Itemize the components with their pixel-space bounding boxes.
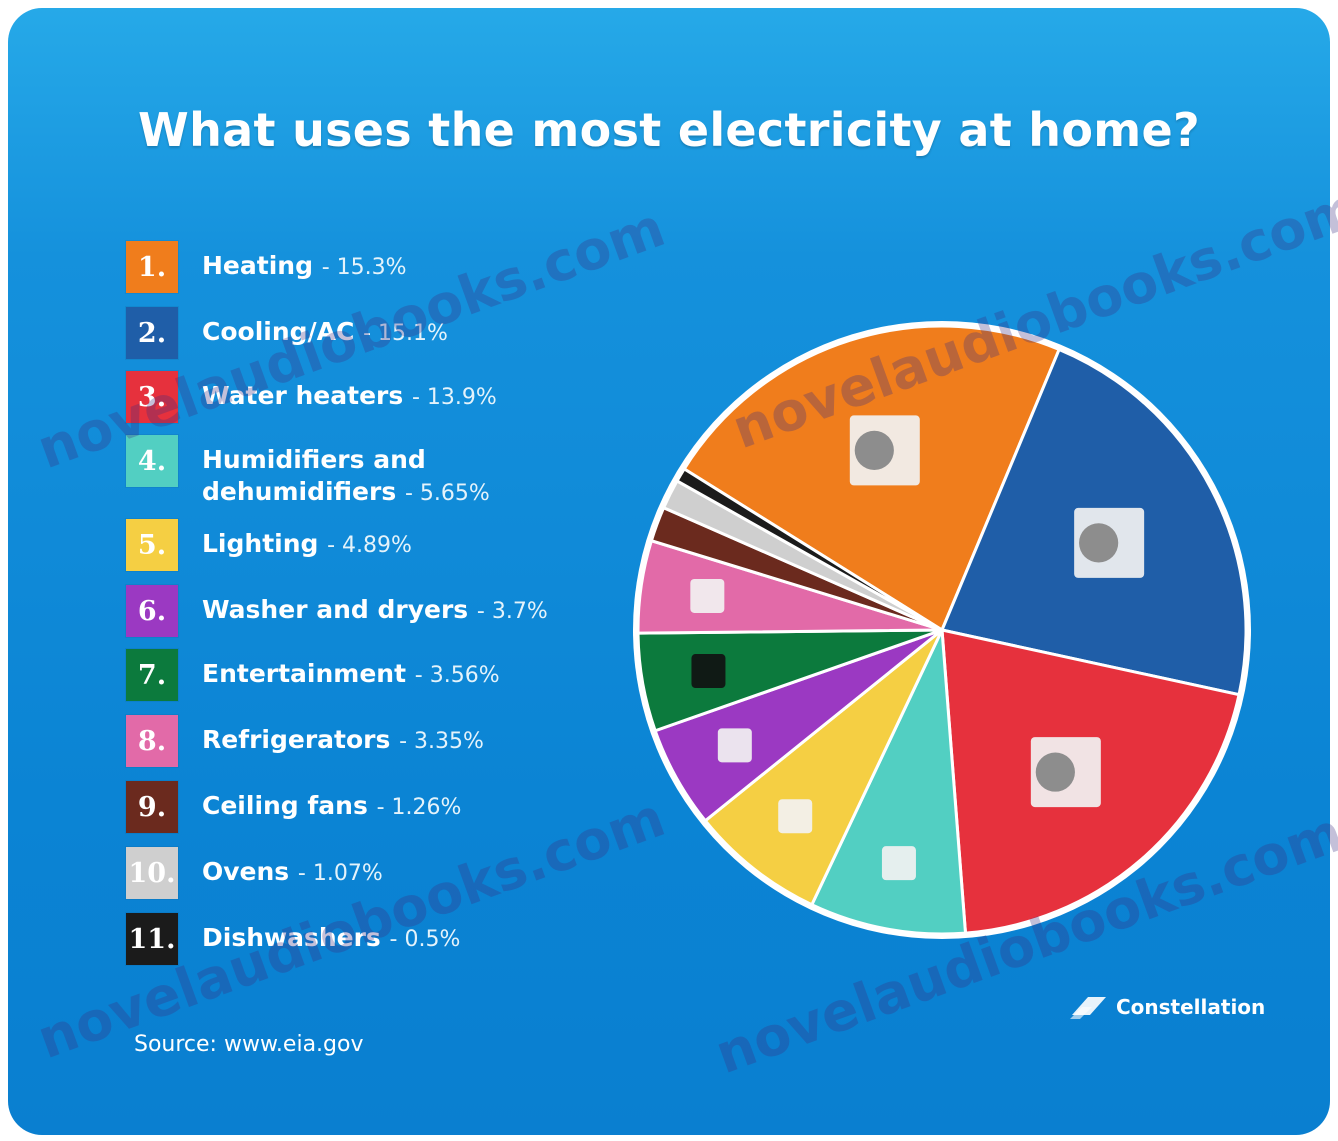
legend-value: - 4.89% xyxy=(327,533,412,558)
legend-label: Lighting xyxy=(202,529,319,558)
legend-badge: 3. xyxy=(126,371,178,423)
legend-value: - 0.5% xyxy=(389,927,461,952)
washer-icon xyxy=(717,728,752,763)
humidifier-icon xyxy=(881,846,916,881)
legend-item-dishwashers: 11. Dishwashers - 0.5% xyxy=(126,913,622,965)
radiator-icon xyxy=(849,415,920,486)
legend-value: - 13.9% xyxy=(411,385,497,410)
legend-value: - 3.56% xyxy=(414,663,500,688)
legend-value: - 5.65% xyxy=(404,481,490,506)
legend-badge: 1. xyxy=(126,241,178,293)
legend-badge: 7. xyxy=(126,649,178,701)
legend-label: Entertainment xyxy=(202,659,407,688)
legend-item-refrigerators: 8. Refrigerators - 3.35% xyxy=(126,715,622,767)
legend-label: Humidifiers and dehumidifiers xyxy=(202,445,426,506)
legend-value: - 1.07% xyxy=(297,861,383,886)
pie-slice-dishwashers xyxy=(675,466,943,632)
legend-badge: 2. xyxy=(126,307,178,359)
page-title: What uses the most electricity at home? xyxy=(138,103,1200,157)
legend-badge: 10. xyxy=(126,847,178,899)
legend-label: Heating xyxy=(202,251,313,280)
legend-label: Dishwashers xyxy=(202,923,381,952)
water-heater-icon xyxy=(1030,737,1101,808)
legend-label: Water heaters xyxy=(202,381,404,410)
legend-value: - 1.26% xyxy=(376,795,462,820)
pie-slice-humidifiers-and-dehumidifiers xyxy=(809,624,968,936)
legend-badge: 5. xyxy=(126,519,178,571)
legend-badge: 8. xyxy=(126,715,178,767)
legend-label: Cooling/AC xyxy=(202,317,355,346)
legend-value: - 15.1% xyxy=(363,321,448,346)
legend-value: - 3.35% xyxy=(399,729,484,754)
legend-badge: 6. xyxy=(126,585,178,637)
source-note: Source: www.eia.gov xyxy=(134,1032,364,1057)
pie-slice-lighting xyxy=(703,628,944,907)
legend-badge: 4. xyxy=(126,435,178,487)
legend-item-ovens: 10. Ovens - 1.07% xyxy=(126,847,622,899)
legend-item-cooling: 2. Cooling/AC - 15.1% xyxy=(126,307,622,359)
legend-item-ceiling-fans: 9. Ceiling fans - 1.26% xyxy=(126,781,622,833)
fridge-icon xyxy=(690,578,725,613)
legend-label: Washer and dryers xyxy=(202,595,469,624)
legend-item-entertainment: 7. Entertainment - 3.56% xyxy=(126,649,622,701)
legend-value: - 3.7% xyxy=(476,599,548,624)
brand-name: Constellation xyxy=(1116,995,1266,1019)
legend-item-water-heaters: 3. Water heaters - 13.9% xyxy=(126,371,622,423)
ac-unit-icon xyxy=(1074,507,1145,578)
brand-logo: Constellation xyxy=(1068,993,1265,1021)
legend-badge: 9. xyxy=(126,781,178,833)
constellation-logo-icon xyxy=(1070,997,1106,1019)
legend-item-lighting: 5. Lighting - 4.89% xyxy=(126,519,622,571)
lightbulb-icon xyxy=(778,799,813,834)
legend-item-heating: 1. Heating - 15.3% xyxy=(126,241,622,293)
legend-label: Ceiling fans xyxy=(202,791,368,820)
legend-item-humidifiers: 4. Humidifiers and dehumidifiers - 5.65% xyxy=(126,435,532,510)
legend-label: Refrigerators xyxy=(202,725,391,754)
legend-item-washer-dryers: 6. Washer and dryers - 3.7% xyxy=(126,585,622,637)
tv-icon xyxy=(691,654,726,689)
legend-value: - 15.3% xyxy=(321,255,407,280)
legend-badge: 11. xyxy=(126,913,178,965)
legend-label: Ovens xyxy=(202,857,290,886)
